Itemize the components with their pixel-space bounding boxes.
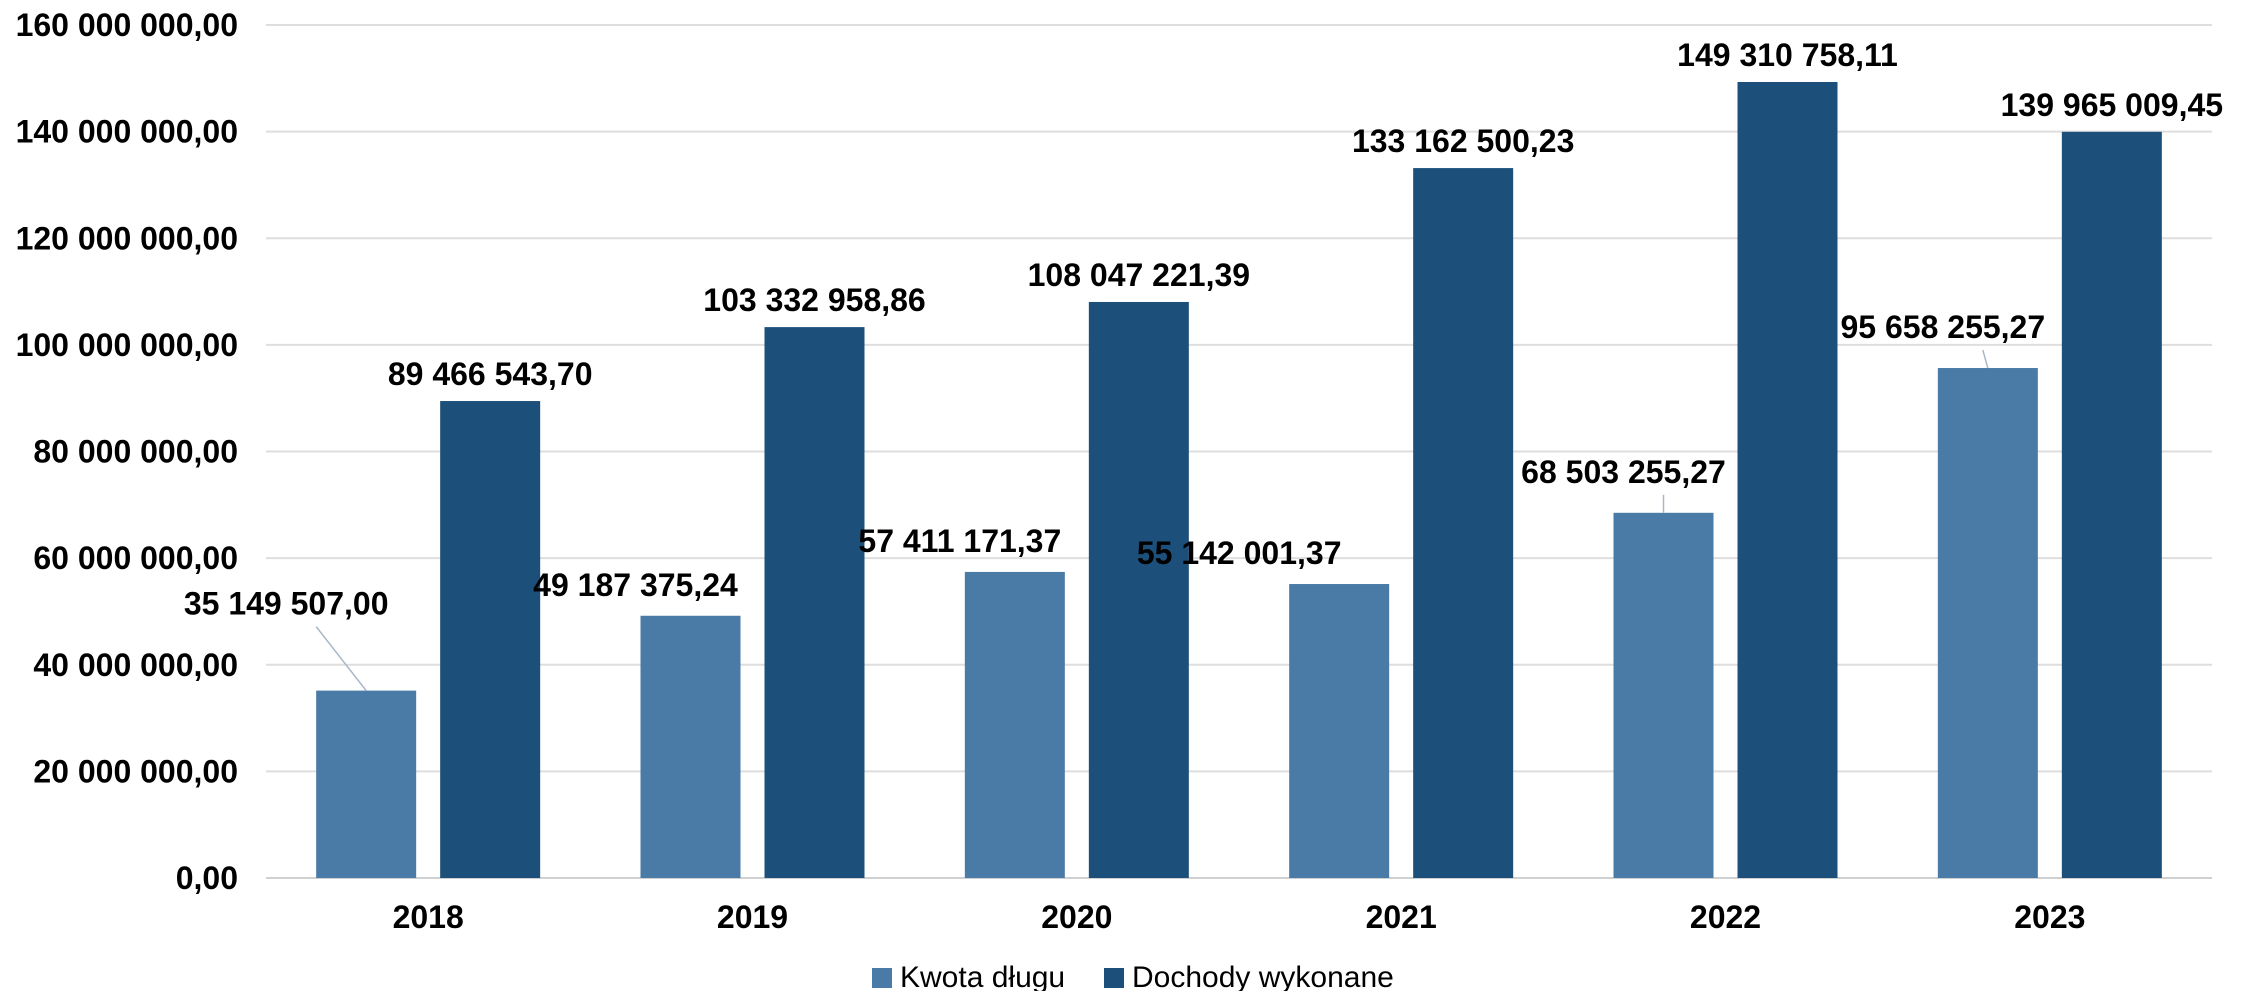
- data-label: 103 332 958,86: [703, 282, 925, 318]
- y-tick-label: 160 000 000,00: [16, 7, 238, 43]
- bar-kwota-dlugu-2019: [641, 616, 741, 878]
- x-tick-label: 2019: [717, 899, 788, 935]
- y-tick-label: 40 000 000,00: [33, 647, 238, 683]
- gridlines: [266, 25, 2212, 878]
- x-tick-label: 2021: [1366, 899, 1437, 935]
- y-tick-label: 100 000 000,00: [16, 327, 238, 363]
- data-label: 35 149 507,00: [184, 586, 389, 622]
- y-tick-label: 140 000 000,00: [16, 114, 238, 150]
- y-axis-tick-labels: 0,00 20 000 000,00 40 000 000,00 60 000 000…: [16, 7, 238, 896]
- data-label: 149 310 758,11: [1677, 37, 1898, 73]
- x-tick-label: 2022: [1690, 899, 1761, 935]
- bar-kwota-dlugu-2018: [316, 691, 416, 878]
- bar-kwota-dlugu-2021: [1289, 584, 1389, 878]
- bar-dochody-wykonane-2021: [1413, 168, 1513, 878]
- data-label: 55 142 001,37: [1137, 535, 1342, 571]
- y-tick-label: 20 000 000,00: [33, 753, 238, 789]
- bar-dochody-wykonane-2019: [765, 327, 865, 878]
- bars: [316, 82, 2162, 878]
- bar-dochody-wykonane-2018: [440, 401, 540, 878]
- bar-dochody-wykonane-2020: [1089, 302, 1189, 878]
- x-tick-label: 2018: [393, 899, 464, 935]
- bar-kwota-dlugu-2020: [965, 572, 1065, 878]
- data-label: 57 411 171,37: [858, 523, 1061, 559]
- data-label: 68 503 255,27: [1521, 454, 1726, 490]
- x-tick-label: 2023: [2014, 899, 2085, 935]
- data-label: 95 658 255,27: [1841, 309, 2046, 345]
- y-tick-label: 80 000 000,00: [33, 434, 238, 470]
- legend-label: Kwota długu: [900, 961, 1065, 991]
- data-label: 108 047 221,39: [1028, 257, 1250, 293]
- label-leader-line: [1983, 350, 1988, 368]
- data-label: 89 466 543,70: [388, 356, 593, 392]
- bar-dochody-wykonane-2023: [2062, 132, 2162, 878]
- legend: Kwota długu Dochody wykonane: [872, 961, 1394, 991]
- bar-dochody-wykonane-2022: [1738, 82, 1838, 878]
- y-tick-label: 120 000 000,00: [16, 220, 238, 256]
- data-label: 49 187 375,24: [533, 567, 738, 603]
- x-tick-label: 2020: [1041, 899, 1112, 935]
- legend-label: Dochody wykonane: [1132, 961, 1394, 991]
- y-tick-label: 60 000 000,00: [33, 540, 238, 576]
- label-leader-line: [316, 627, 366, 691]
- bar-kwota-dlugu-2023: [1938, 368, 2038, 878]
- legend-swatch: [1104, 968, 1124, 988]
- y-tick-label: 0,00: [176, 860, 238, 896]
- bar-kwota-dlugu-2022: [1614, 513, 1714, 878]
- legend-swatch: [872, 968, 892, 988]
- data-label: 139 965 009,45: [2001, 87, 2223, 123]
- data-label: 133 162 500,23: [1352, 123, 1574, 159]
- x-axis-tick-labels: 2018 2019 2020 2021 2022 2023: [393, 899, 2086, 935]
